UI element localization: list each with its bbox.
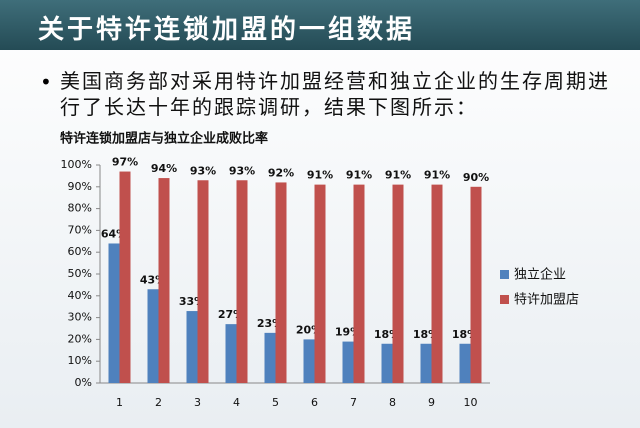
value-label: 93% <box>190 164 216 177</box>
bar <box>459 343 471 383</box>
y-tick-label: 90% <box>68 180 92 193</box>
legend-label: 特许加盟店 <box>514 293 579 308</box>
bar <box>186 311 198 383</box>
bar <box>119 171 131 383</box>
bar <box>158 178 170 383</box>
legend-label: 独立企业 <box>514 267 566 283</box>
bar <box>197 180 209 383</box>
bar <box>264 332 276 383</box>
bar <box>342 341 354 383</box>
bar <box>236 180 248 383</box>
x-tick-label: 8 <box>389 396 396 409</box>
y-tick-label: 10% <box>68 354 92 367</box>
bar <box>275 182 287 383</box>
value-label: 97% <box>112 156 138 169</box>
bar <box>420 343 432 383</box>
value-label: 91% <box>385 169 411 182</box>
y-tick-label: 0% <box>75 376 92 389</box>
chart-title: 特许连锁加盟店与独立企业成败比率 <box>60 131 268 147</box>
y-tick-label: 30% <box>68 311 92 324</box>
legend-swatch <box>500 270 509 279</box>
x-tick-label: 4 <box>233 396 240 409</box>
value-label: 91% <box>424 169 450 182</box>
bar <box>314 184 326 383</box>
bar <box>225 324 237 383</box>
y-tick-label: 100% <box>61 158 92 171</box>
bar <box>431 184 443 383</box>
bar <box>108 243 120 383</box>
x-tick-label: 3 <box>194 396 201 409</box>
legend-swatch <box>500 295 509 304</box>
bar <box>303 339 315 383</box>
value-label: 94% <box>151 162 177 175</box>
bar <box>353 184 365 383</box>
y-tick-label: 70% <box>68 223 92 236</box>
x-tick-label: 7 <box>350 396 357 409</box>
value-label: 93% <box>229 164 255 177</box>
bar <box>392 184 404 383</box>
value-label: 91% <box>307 169 333 182</box>
y-tick-label: 20% <box>68 332 92 345</box>
y-tick-label: 40% <box>68 289 92 302</box>
x-tick-label: 10 <box>464 396 478 409</box>
bar <box>470 186 482 383</box>
x-tick-label: 1 <box>116 396 123 409</box>
x-tick-label: 2 <box>155 396 162 409</box>
x-tick-label: 9 <box>428 396 435 409</box>
bar <box>147 289 159 383</box>
value-label: 92% <box>268 166 294 179</box>
title-bar <box>0 0 640 50</box>
slide-title: 关于特许连锁加盟的一组数据 <box>38 15 416 45</box>
y-tick-label: 60% <box>68 245 92 258</box>
y-tick-label: 80% <box>68 202 92 215</box>
bullet-text: 美国商务部对采用特许加盟经营和独立企业的生存周期进行了长达十年的跟踪调研，结果下… <box>60 69 610 119</box>
bullet-dot: • <box>40 70 52 94</box>
x-tick-label: 5 <box>272 396 279 409</box>
value-label: 90% <box>463 171 489 184</box>
y-tick-label: 50% <box>68 267 92 280</box>
value-label: 91% <box>346 169 372 182</box>
x-tick-label: 6 <box>311 396 318 409</box>
bar <box>381 343 393 383</box>
